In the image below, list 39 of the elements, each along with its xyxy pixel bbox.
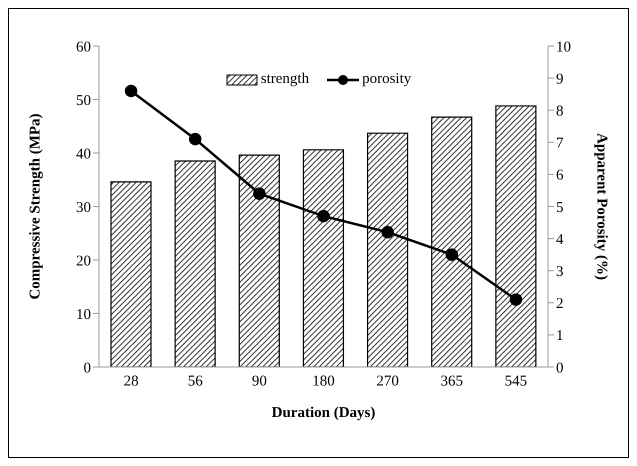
x-tick-label: 270 [376, 374, 399, 390]
y-tick-label: 20 [76, 253, 91, 270]
y2-tick-label: 2 [556, 296, 564, 312]
y2-tick-label: 0 [556, 360, 564, 376]
y2-axis-title: Apparent Porosity (%) [594, 133, 610, 280]
y2-tick-label: 1 [556, 328, 564, 344]
point [510, 293, 522, 306]
x-tick-label: 365 [440, 374, 464, 390]
y-tick-label: 10 [76, 306, 91, 323]
y-axis-title: Compressive Strength (MPa) [27, 113, 44, 300]
y2-tick-label: 6 [556, 168, 564, 184]
bar [110, 181, 152, 367]
y2-tick-label: 3 [556, 264, 564, 280]
y-tick-label: 60 [76, 39, 91, 56]
point [446, 248, 458, 261]
y2-tick-label: 5 [556, 200, 564, 216]
legend-label: porosity [362, 71, 412, 88]
y2-tick-label: 8 [556, 104, 564, 120]
x-axis-title: Duration (Days) [272, 405, 376, 421]
y2-tick-label: 7 [556, 136, 564, 152]
x-tick-label: 545 [504, 374, 528, 390]
y2-tick-label: 10 [556, 39, 571, 56]
y-tick-label: 30 [76, 200, 91, 216]
point [253, 187, 266, 200]
y2-tick-label: 4 [556, 232, 564, 248]
bar [174, 160, 216, 367]
point [124, 84, 138, 98]
x-tick-label: 28 [124, 374, 139, 390]
point [188, 132, 202, 146]
y-tick-label: 40 [76, 146, 91, 162]
x-tick-label: 90 [252, 374, 267, 390]
y-tick-label: 50 [76, 92, 91, 109]
y2-tick-label: 9 [556, 71, 564, 88]
legend-label: strength [260, 71, 310, 88]
y-tick-label: 0 [84, 360, 91, 376]
point [317, 210, 330, 222]
x-tick-label: 180 [312, 374, 335, 390]
point [381, 226, 394, 238]
x-tick-label: 56 [188, 374, 204, 390]
